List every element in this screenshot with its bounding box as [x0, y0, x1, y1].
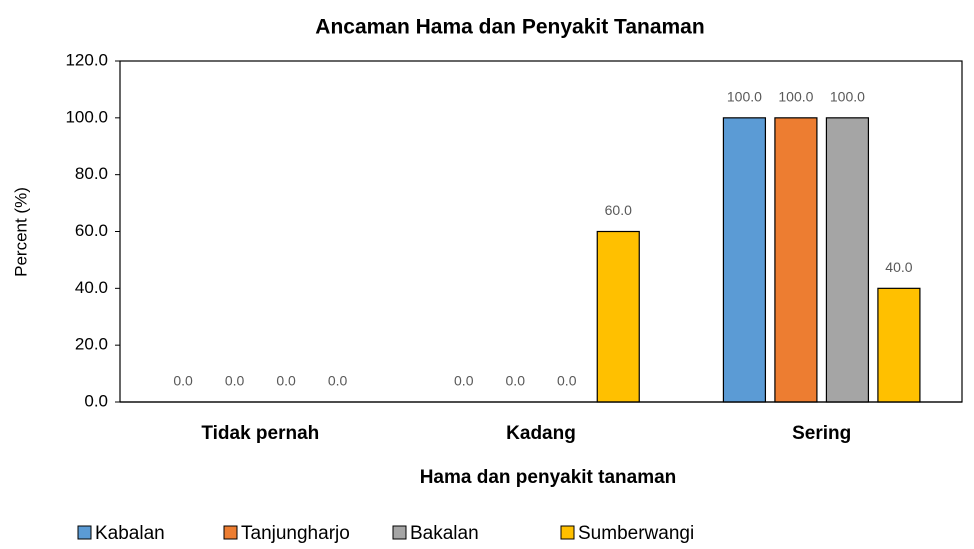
- data-label: 0.0: [276, 373, 296, 389]
- bar: [596, 230, 640, 403]
- bar: [877, 287, 921, 403]
- bar: [774, 117, 818, 403]
- data-label: 100.0: [778, 89, 813, 105]
- data-label: 100.0: [830, 89, 865, 105]
- legend-swatch: [560, 525, 575, 540]
- data-label: 40.0: [885, 259, 912, 275]
- x-tick-label: Sering: [792, 423, 851, 444]
- y-tick-label: 100.0: [65, 107, 108, 126]
- data-label: 60.0: [605, 202, 632, 218]
- data-label: 0.0: [328, 373, 348, 389]
- data-label: 0.0: [225, 373, 245, 389]
- legend-swatch: [223, 525, 238, 540]
- legend-label: Sumberwangi: [578, 523, 694, 544]
- chart-title: Ancaman Hama dan Penyakit Tanaman: [315, 16, 704, 39]
- data-label: 0.0: [454, 373, 474, 389]
- x-tick-label: Kadang: [506, 423, 576, 444]
- data-label: 0.0: [506, 373, 526, 389]
- y-tick-label: 120.0: [65, 50, 108, 69]
- x-tick-label: Tidak pernah: [201, 423, 319, 444]
- legend-label: Tanjungharjo: [241, 523, 350, 544]
- y-tick-label: 80.0: [75, 164, 108, 183]
- legend-label: Bakalan: [410, 523, 479, 544]
- legend-swatch: [77, 525, 92, 540]
- y-tick-label: 60.0: [75, 221, 108, 240]
- y-tick-label: 0.0: [84, 391, 108, 410]
- data-label: 100.0: [727, 89, 762, 105]
- bar: [825, 117, 870, 403]
- x-axis-label: Hama dan penyakit tanaman: [420, 467, 677, 488]
- y-tick-label: 20.0: [75, 335, 108, 354]
- y-axis-label: Percent (%): [11, 187, 30, 277]
- data-label: 0.0: [557, 373, 577, 389]
- bar: [722, 117, 767, 403]
- y-tick-label: 40.0: [75, 278, 108, 297]
- legend-label: Kabalan: [95, 523, 165, 544]
- data-label: 0.0: [173, 373, 193, 389]
- legend-swatch: [392, 525, 407, 540]
